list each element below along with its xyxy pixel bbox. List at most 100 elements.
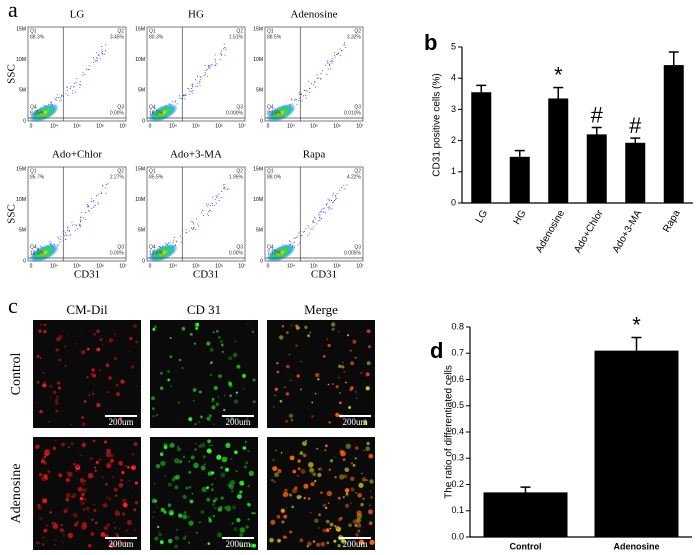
event-dot bbox=[81, 74, 83, 76]
cell-signal bbox=[64, 365, 67, 367]
cell-signal bbox=[121, 498, 127, 504]
panel-label: d bbox=[430, 338, 443, 363]
y-tick-label: 0.2 bbox=[451, 479, 464, 489]
event-dot bbox=[67, 229, 68, 231]
event-dot bbox=[80, 84, 81, 86]
event-dot bbox=[76, 224, 77, 226]
event-dot bbox=[290, 98, 292, 100]
cell-signal bbox=[66, 506, 69, 509]
cell-signal bbox=[52, 390, 57, 395]
quadrant-name: Q1 bbox=[30, 168, 37, 174]
event-dot bbox=[79, 224, 81, 226]
cell-signal bbox=[337, 517, 342, 522]
cell-signal bbox=[368, 521, 373, 525]
cell-signal bbox=[210, 361, 213, 364]
cell-signal bbox=[182, 494, 187, 499]
cell-signal bbox=[308, 462, 314, 468]
event-dot bbox=[185, 229, 187, 231]
event-dot bbox=[305, 228, 307, 230]
cell-signal bbox=[185, 486, 189, 490]
cell-signal bbox=[39, 516, 43, 521]
event-dot bbox=[80, 221, 81, 223]
cell-signal bbox=[324, 449, 327, 452]
cell-signal bbox=[82, 329, 84, 331]
cell-signal bbox=[156, 506, 158, 508]
cell-signal bbox=[60, 442, 65, 447]
event-dot bbox=[101, 52, 103, 54]
cell-signal bbox=[75, 521, 79, 524]
cell-signal bbox=[274, 394, 276, 397]
event-dot bbox=[102, 53, 104, 55]
cell-signal bbox=[309, 467, 315, 473]
event-dot bbox=[69, 235, 71, 237]
event-dot bbox=[297, 244, 299, 246]
cell-signal bbox=[370, 496, 373, 499]
cell-signal bbox=[229, 394, 232, 398]
cell-signal bbox=[335, 385, 339, 389]
cell-signal bbox=[344, 488, 350, 493]
cell-signal bbox=[36, 380, 40, 384]
event-dot bbox=[289, 241, 291, 242]
cell-signal bbox=[239, 533, 244, 537]
cell-signal bbox=[125, 529, 128, 532]
cell-signal bbox=[83, 400, 87, 403]
cell-signal bbox=[365, 372, 370, 377]
cell-signal bbox=[246, 417, 249, 420]
event-dot bbox=[315, 218, 317, 220]
cell-signal bbox=[211, 483, 214, 486]
cell-signal bbox=[156, 414, 158, 416]
cell-signal bbox=[303, 496, 306, 500]
event-dot bbox=[337, 53, 339, 55]
cell-signal bbox=[43, 528, 48, 533]
cell-signal bbox=[118, 460, 123, 466]
y-tick-label: 1 bbox=[451, 166, 456, 176]
event-dot bbox=[80, 216, 82, 218]
cell-signal bbox=[57, 386, 61, 390]
event-dot bbox=[319, 220, 321, 221]
x-tick-label: LG bbox=[474, 208, 490, 225]
cell-signal bbox=[88, 394, 91, 396]
cell-signal bbox=[224, 395, 226, 397]
event-dot bbox=[165, 243, 167, 244]
y-tick-label: 0.6 bbox=[451, 374, 464, 384]
event-dot bbox=[221, 50, 223, 52]
cell-signal bbox=[296, 374, 300, 378]
event-dot bbox=[329, 64, 330, 66]
y-tick-label: 0.5 bbox=[451, 400, 464, 410]
event-dot bbox=[57, 236, 59, 238]
cell-signal bbox=[342, 361, 344, 364]
cell-signal bbox=[270, 519, 276, 525]
event-dot bbox=[158, 246, 160, 247]
event-dot bbox=[298, 232, 300, 234]
event-dot bbox=[217, 195, 218, 197]
cell-signal bbox=[209, 373, 213, 377]
event-dot bbox=[192, 86, 194, 88]
event-density bbox=[266, 243, 296, 263]
cell-signal bbox=[96, 402, 101, 408]
cell-signal bbox=[91, 368, 95, 372]
event-dot bbox=[93, 201, 95, 203]
event-dot bbox=[327, 198, 329, 200]
cell-signal bbox=[67, 532, 74, 539]
cell-signal bbox=[65, 477, 71, 483]
cell-signal bbox=[84, 479, 86, 482]
cell-signal bbox=[75, 470, 78, 472]
event-dot bbox=[339, 189, 341, 191]
event-dot bbox=[343, 184, 345, 186]
cell-signal bbox=[121, 471, 125, 475]
cell-signal bbox=[51, 521, 54, 525]
event-dot bbox=[329, 199, 331, 201]
bar bbox=[625, 142, 646, 203]
cell-signal bbox=[55, 348, 59, 352]
event-dot bbox=[227, 189, 229, 190]
cell-signal bbox=[215, 402, 220, 406]
cell-signal bbox=[348, 523, 352, 527]
cell-signal bbox=[129, 336, 133, 341]
cell-signal bbox=[289, 455, 295, 461]
cell-signal bbox=[154, 482, 156, 485]
event-dot bbox=[216, 202, 218, 204]
cell-signal bbox=[329, 527, 332, 530]
cell-signal bbox=[136, 385, 138, 388]
event-dot bbox=[327, 68, 329, 70]
event-dot bbox=[331, 200, 332, 201]
